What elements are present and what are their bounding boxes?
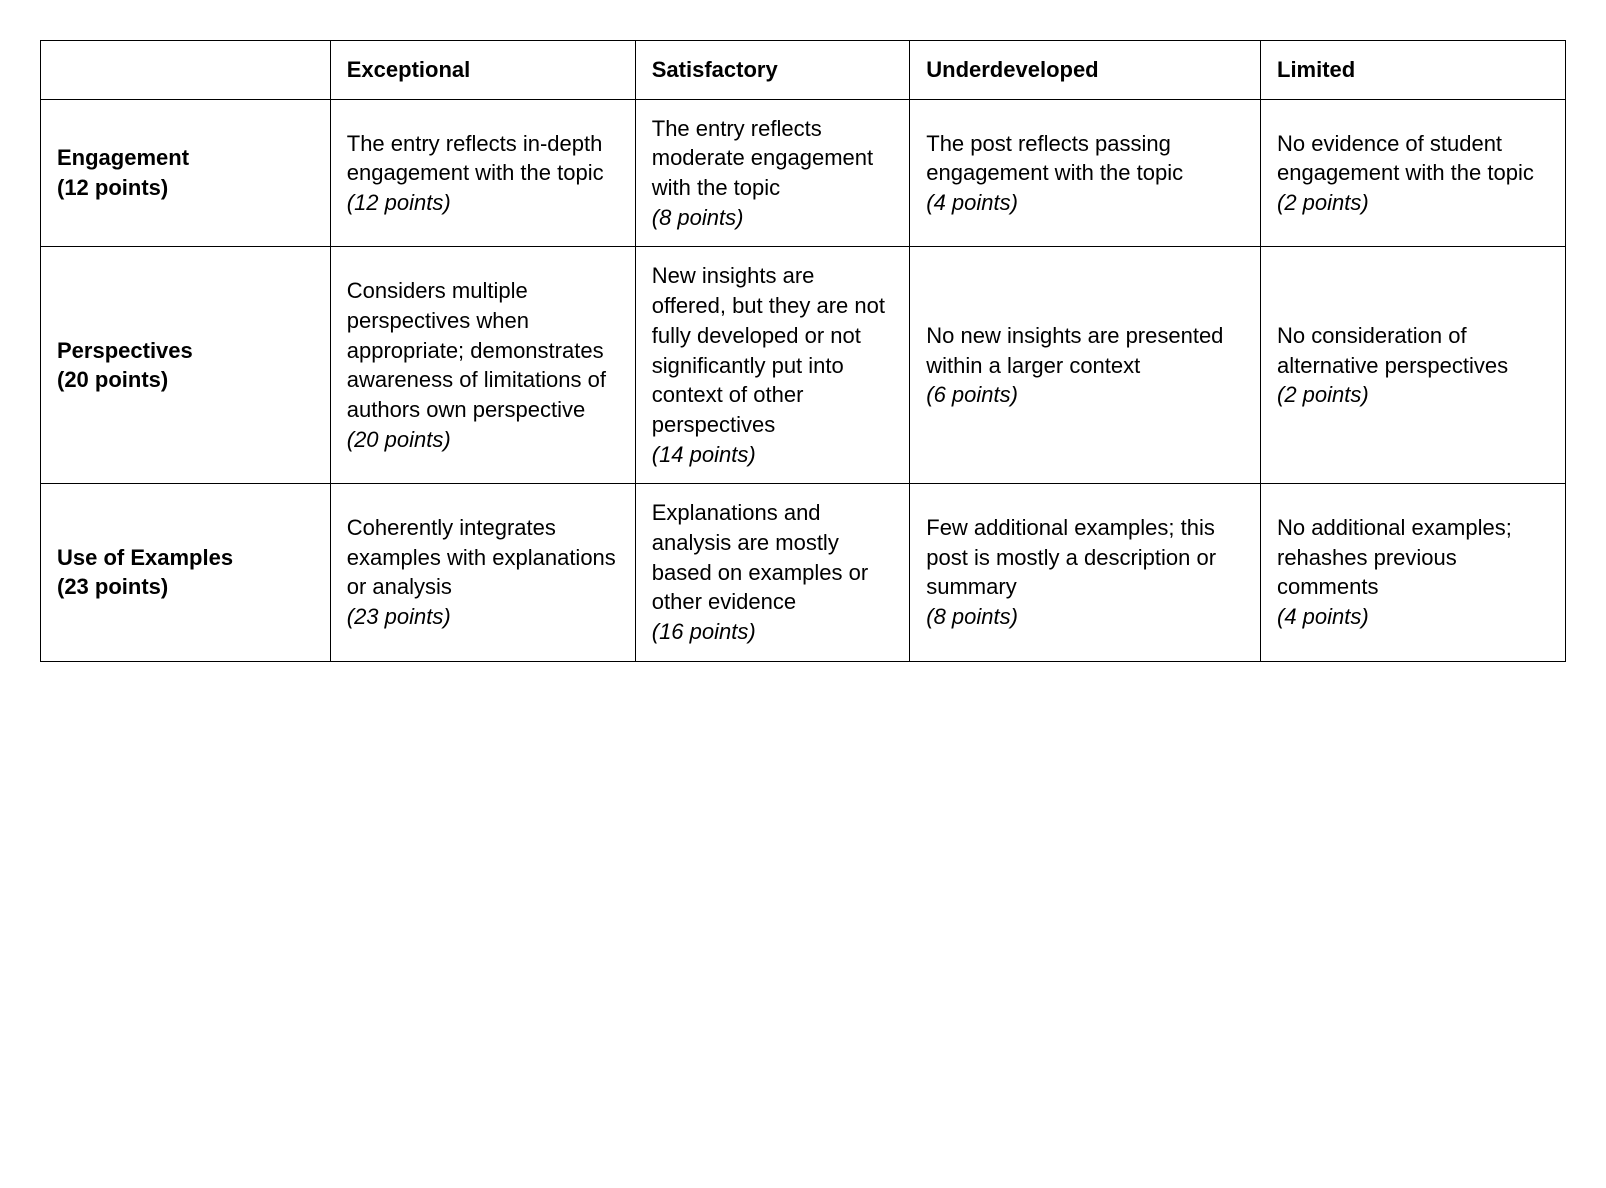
table-row: Use of Examples (23 points) Coherently i… <box>41 484 1566 661</box>
cell-engagement-underdeveloped: The post reflects passing engagement wit… <box>910 99 1261 247</box>
cell-perspectives-underdeveloped: No new insights are presented within a l… <box>910 247 1261 484</box>
cell-points: (2 points) <box>1277 382 1369 407</box>
cell-text: Coherently integrates examples with expl… <box>347 515 616 599</box>
criteria-points: (23 points) <box>57 574 168 599</box>
cell-points: (12 points) <box>347 190 451 215</box>
row-header-engagement: Engagement (12 points) <box>41 99 331 247</box>
criteria-points: (12 points) <box>57 175 168 200</box>
row-header-perspectives: Perspectives (20 points) <box>41 247 331 484</box>
cell-perspectives-limited: No consideration of alternative perspect… <box>1261 247 1566 484</box>
cell-points: (16 points) <box>652 619 756 644</box>
table-row: Engagement (12 points) The entry reflect… <box>41 99 1566 247</box>
row-header-examples: Use of Examples (23 points) <box>41 484 331 661</box>
column-header-exceptional: Exceptional <box>330 41 635 100</box>
cell-points: (20 points) <box>347 427 451 452</box>
cell-text: No evidence of student engagement with t… <box>1277 131 1534 186</box>
cell-text: Few additional examples; this post is mo… <box>926 515 1216 599</box>
cell-text: The entry reflects in-depth engagement w… <box>347 131 604 186</box>
cell-points: (2 points) <box>1277 190 1369 215</box>
cell-text: The entry reflects moderate engagement w… <box>652 116 873 200</box>
cell-points: (23 points) <box>347 604 451 629</box>
cell-examples-limited: No additional examples; rehashes previou… <box>1261 484 1566 661</box>
cell-text: New insights are offered, but they are n… <box>652 263 885 436</box>
cell-engagement-satisfactory: The entry reflects moderate engagement w… <box>635 99 910 247</box>
cell-examples-satisfactory: Explanations and analysis are mostly bas… <box>635 484 910 661</box>
criteria-title: Use of Examples <box>57 545 233 570</box>
cell-points: (14 points) <box>652 442 756 467</box>
column-header-underdeveloped: Underdeveloped <box>910 41 1261 100</box>
cell-text: The post reflects passing engagement wit… <box>926 131 1183 186</box>
cell-text: No additional examples; rehashes previou… <box>1277 515 1512 599</box>
table-row: Perspectives (20 points) Considers multi… <box>41 247 1566 484</box>
rubric-table: Exceptional Satisfactory Underdeveloped … <box>40 40 1566 662</box>
cell-perspectives-exceptional: Considers multiple perspectives when app… <box>330 247 635 484</box>
cell-perspectives-satisfactory: New insights are offered, but they are n… <box>635 247 910 484</box>
column-header-limited: Limited <box>1261 41 1566 100</box>
cell-points: (8 points) <box>652 205 744 230</box>
cell-examples-underdeveloped: Few additional examples; this post is mo… <box>910 484 1261 661</box>
cell-text: No consideration of alternative perspect… <box>1277 323 1508 378</box>
criteria-title: Engagement <box>57 145 189 170</box>
column-header-satisfactory: Satisfactory <box>635 41 910 100</box>
cell-points: (4 points) <box>926 190 1018 215</box>
criteria-title: Perspectives <box>57 338 193 363</box>
cell-engagement-limited: No evidence of student engagement with t… <box>1261 99 1566 247</box>
criteria-points: (20 points) <box>57 367 168 392</box>
cell-text: Considers multiple perspectives when app… <box>347 278 606 422</box>
cell-points: (4 points) <box>1277 604 1369 629</box>
cell-text: No new insights are presented within a l… <box>926 323 1223 378</box>
cell-text: Explanations and analysis are mostly bas… <box>652 500 868 614</box>
column-header-criteria <box>41 41 331 100</box>
cell-points: (8 points) <box>926 604 1018 629</box>
cell-engagement-exceptional: The entry reflects in-depth engagement w… <box>330 99 635 247</box>
cell-points: (6 points) <box>926 382 1018 407</box>
cell-examples-exceptional: Coherently integrates examples with expl… <box>330 484 635 661</box>
table-header-row: Exceptional Satisfactory Underdeveloped … <box>41 41 1566 100</box>
